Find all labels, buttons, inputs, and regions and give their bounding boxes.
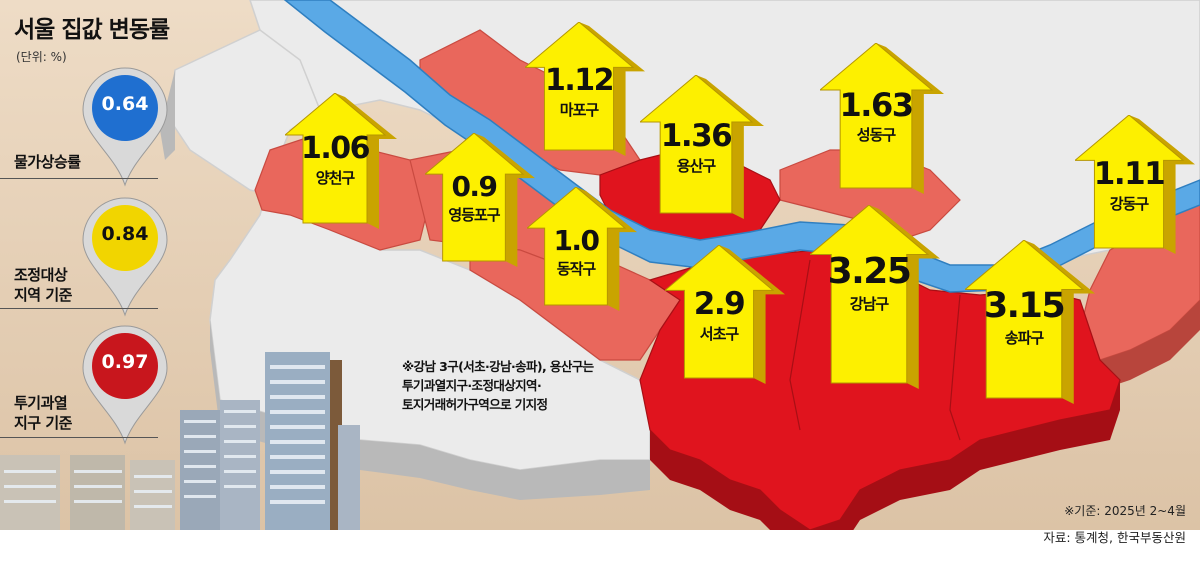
- arrow-shape: [285, 93, 397, 229]
- arrow-front: [285, 93, 387, 224]
- arrow-side: [335, 93, 397, 229]
- district-name: 강남구: [849, 294, 889, 313]
- arrow-shape: [640, 75, 764, 219]
- legend-pin-shapes: [82, 67, 168, 445]
- arrow-shape: [525, 22, 645, 156]
- pin-value-3: 0.97: [101, 351, 149, 373]
- arrow-front: [640, 75, 754, 214]
- arrow-shape: [820, 43, 944, 194]
- district-name: 용산구: [676, 157, 716, 176]
- district-arrow: 1.36 용산구: [640, 75, 766, 223]
- gangdong-side: [1100, 300, 1200, 390]
- district-name: 송파구: [1004, 328, 1044, 347]
- pin-value-2: 0.84: [101, 223, 149, 245]
- data-source: 자료: 통계청, 한국부동산원: [1043, 530, 1186, 545]
- district-name: 동작구: [556, 260, 596, 279]
- arrow-side: [576, 187, 637, 311]
- arrow-front: [820, 43, 934, 189]
- footnote-designated-areas: ※강남 3구(서초·강남·송파), 용산구는 투기과열지구·조정대상지역· 토지…: [402, 357, 594, 414]
- arrow-front: [810, 205, 930, 384]
- district-value: 1.06: [300, 131, 371, 166]
- district-name: 마포구: [559, 101, 599, 120]
- arrow-side: [1024, 240, 1095, 404]
- pin-rule-3: [0, 437, 158, 438]
- district-value: 3.15: [983, 285, 1066, 326]
- arrow-side: [474, 133, 535, 267]
- pin-3-disc: [92, 333, 158, 399]
- arrow-front: [1075, 115, 1185, 249]
- arrow-side: [876, 43, 944, 194]
- arrow-shape: [527, 187, 637, 311]
- district-name: 영등포구: [448, 206, 500, 225]
- gangnam-inner-borders: [789, 259, 961, 441]
- district-value: 2.9: [693, 286, 746, 323]
- district-value: 1.11: [1093, 156, 1166, 193]
- district-name: 서초구: [699, 325, 739, 344]
- pin-label-2: 조정대상 지역 기준: [14, 266, 72, 304]
- arrow-side: [579, 22, 645, 156]
- unit-label: (단위: %): [16, 50, 67, 64]
- pin-rule-1: [0, 178, 158, 179]
- district-arrow: 1.0 동작구: [527, 187, 639, 315]
- district-value: 1.63: [839, 86, 914, 125]
- period-basis: ※기준: 2025년 2~4월: [1064, 504, 1186, 518]
- district-value: 1.36: [660, 118, 733, 155]
- arrow-front: [425, 133, 525, 262]
- pin-rule-2: [0, 308, 158, 309]
- district-arrow: 0.9 영등포구: [425, 133, 537, 271]
- apartment-buildings: [0, 352, 360, 530]
- district-arrow: 2.9 서초구: [665, 245, 787, 388]
- district-value: 0.9: [451, 170, 498, 204]
- district-arrow: 3.15 송파구: [965, 240, 1097, 408]
- pin-label-3: 투기과열 지구 기준: [14, 394, 72, 432]
- page-title: 서울 집값 변동률: [14, 17, 170, 43]
- bottom-strip: [0, 530, 1200, 565]
- pin-label-1: 물가상승률: [14, 153, 81, 171]
- arrow-shape: [1075, 115, 1195, 254]
- gangnam-3gu-side: [650, 380, 1120, 560]
- arrow-front: [665, 245, 775, 379]
- pin-value-1: 0.64: [101, 93, 149, 115]
- western-edge-side: [160, 70, 175, 160]
- district-value: 1.0: [553, 224, 600, 258]
- district-value: 1.12: [544, 63, 615, 99]
- district-name: 성동구: [856, 126, 896, 145]
- pin-1-disc: [92, 75, 158, 141]
- district-arrow: 1.06 양천구: [285, 93, 399, 233]
- arrow-shape: [665, 245, 785, 384]
- district-name: 강동구: [1109, 195, 1149, 214]
- district-arrow: 1.12 마포구: [525, 22, 647, 160]
- footnote-text: ※강남 3구(서초·강남·송파), 용산구는 투기과열지구·조정대상지역· 토지…: [402, 359, 594, 412]
- arrow-shape: [425, 133, 535, 267]
- arrow-front: [965, 240, 1085, 399]
- district-name: 양천구: [315, 169, 355, 187]
- district-value: 3.25: [827, 250, 912, 292]
- arrow-shape: [965, 240, 1095, 404]
- arrow-front: [525, 22, 635, 151]
- district-arrow: 1.11 강동구: [1075, 115, 1197, 258]
- district-arrow: 3.25 강남구: [810, 205, 942, 393]
- pin-2-disc: [92, 205, 158, 271]
- arrow-shape: [810, 205, 940, 389]
- district-arrow: 1.63 성동구: [820, 43, 946, 198]
- arrow-front: [527, 187, 627, 306]
